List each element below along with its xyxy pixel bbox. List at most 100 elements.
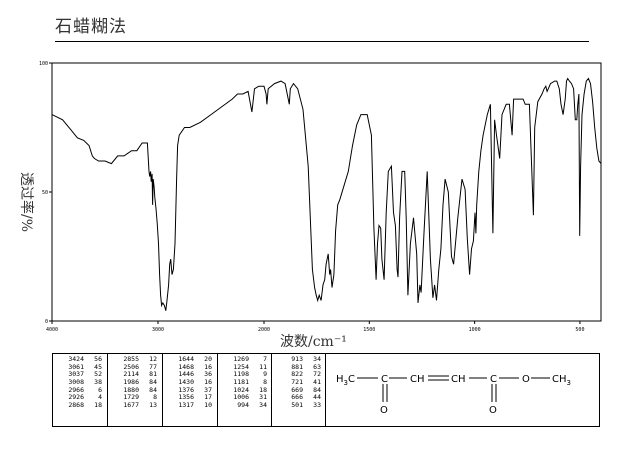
peak-transmittance: 13 bbox=[149, 401, 157, 410]
atom-c2: C bbox=[381, 374, 388, 385]
peak-row: 3037 52 bbox=[53, 371, 107, 379]
x-tick-label: 500 bbox=[575, 327, 584, 333]
table-divider bbox=[162, 354, 163, 426]
peak-row: 994 34 bbox=[218, 401, 272, 410]
peak-transmittance: 12 bbox=[149, 355, 157, 363]
peak-row: 2506 77 bbox=[108, 362, 162, 372]
peak-row: 721 41 bbox=[272, 378, 326, 387]
y-tick-label: 50 bbox=[42, 190, 48, 196]
peak-row: 2114 81 bbox=[108, 371, 162, 379]
peak-transmittance: 52 bbox=[94, 370, 102, 379]
table-divider bbox=[217, 354, 218, 426]
y-axis-label-text: 透过率/% bbox=[18, 172, 35, 232]
atom-o2: O bbox=[489, 405, 497, 416]
peak-transmittance: 45 bbox=[94, 362, 102, 371]
peak-transmittance: 38 bbox=[94, 378, 102, 387]
peak-row: 822 72 bbox=[272, 371, 326, 379]
plot-frame bbox=[51, 62, 602, 322]
peak-row: 1880 84 bbox=[108, 385, 162, 395]
peak-transmittance: 84 bbox=[149, 385, 157, 394]
x-tick-label: 4000 bbox=[46, 327, 58, 333]
peak-wavenumber: 1024 bbox=[233, 385, 249, 394]
peak-transmittance: 77 bbox=[149, 362, 157, 371]
peak-transmittance: 18 bbox=[94, 401, 102, 410]
peak-row: 1376 37 bbox=[163, 385, 217, 395]
peak-wavenumber: 1880 bbox=[123, 385, 139, 394]
peak-transmittance: 8 bbox=[263, 378, 267, 387]
y-tick-label: 0 bbox=[45, 319, 48, 325]
peak-row: 1430 16 bbox=[163, 378, 217, 387]
peak-transmittance: 33 bbox=[313, 401, 321, 410]
peak-row: 1254 11 bbox=[218, 362, 272, 372]
peak-transmittance: 56 bbox=[94, 355, 102, 363]
peak-transmittance: 16 bbox=[204, 362, 212, 371]
title-rule bbox=[55, 41, 589, 42]
peak-wavenumber: 2926 bbox=[68, 393, 84, 402]
peak-row: 1181 8 bbox=[218, 378, 272, 387]
x-tick-label: 2000 bbox=[258, 327, 270, 333]
peak-transmittance: 31 bbox=[259, 393, 267, 402]
peak-column: 3424 56 3061 45 3037 52 3008 38 2966 6 2926 4 2868 18 bbox=[53, 355, 107, 426]
peak-wavenumber: 2506 bbox=[123, 362, 139, 371]
peak-row: 2926 4 bbox=[53, 394, 107, 402]
peak-transmittance: 63 bbox=[313, 362, 321, 371]
peak-wavenumber: 1356 bbox=[178, 393, 194, 402]
peak-wavenumber: 1468 bbox=[178, 362, 194, 371]
peak-wavenumber: 669 bbox=[291, 385, 303, 394]
peak-column: 2855 12 2506 77 2114 81 1986 84 1880 84 1729 8 1677 1… bbox=[108, 355, 162, 426]
atom-h3c: H3C bbox=[336, 374, 355, 387]
peak-transmittance: 18 bbox=[259, 385, 267, 394]
atom-c5: C bbox=[490, 374, 497, 385]
atom-ch-b: CH bbox=[451, 374, 466, 385]
peak-row: 1356 17 bbox=[163, 394, 217, 402]
peak-wavenumber: 913 bbox=[291, 355, 303, 363]
peak-row: 3424 56 bbox=[53, 355, 107, 364]
peak-wavenumber: 1254 bbox=[233, 362, 249, 371]
atom-o-ester: O bbox=[522, 374, 530, 385]
peak-transmittance: 7 bbox=[263, 355, 267, 363]
peak-transmittance: 44 bbox=[313, 393, 321, 402]
peak-transmittance: 72 bbox=[313, 370, 321, 379]
peak-row: 2868 18 bbox=[53, 401, 107, 410]
peak-table: 3424 56 3061 45 3037 52 3008 38 2966 6 2926 4 2868 18… bbox=[52, 353, 326, 427]
x-axis-label: 波数/cm⁻¹ bbox=[280, 334, 347, 350]
peak-transmittance: 36 bbox=[204, 370, 212, 379]
peak-wavenumber: 1986 bbox=[123, 378, 139, 387]
peak-row: 3061 45 bbox=[53, 362, 107, 372]
peak-row: 1986 84 bbox=[108, 378, 162, 387]
peak-wavenumber: 1376 bbox=[178, 385, 194, 394]
peak-column: 1269 7 1254 11 1198 9 1181 8 1024 18 1006 31 994 34 bbox=[218, 355, 272, 426]
peak-row: 1317 10 bbox=[163, 401, 217, 410]
peak-transmittance: 34 bbox=[259, 401, 267, 410]
peak-transmittance: 41 bbox=[313, 378, 321, 387]
peak-wavenumber: 1198 bbox=[233, 370, 249, 379]
peak-transmittance: 84 bbox=[313, 385, 321, 394]
x-tick-label: 3000 bbox=[152, 327, 164, 333]
peak-row: 2855 12 bbox=[108, 355, 162, 364]
peak-transmittance: 34 bbox=[313, 355, 321, 363]
peak-wavenumber: 3008 bbox=[68, 378, 84, 387]
peak-row: 3008 38 bbox=[53, 378, 107, 387]
peak-wavenumber: 1677 bbox=[123, 401, 139, 410]
peak-column: 913 34 881 63 822 72 721 41 669 84 666 44 501 33 bbox=[272, 355, 326, 426]
table-divider bbox=[107, 354, 108, 426]
spectrum-line bbox=[51, 77, 602, 311]
peak-row: 1006 31 bbox=[218, 394, 272, 402]
peak-transmittance: 11 bbox=[259, 362, 267, 371]
peak-wavenumber: 1006 bbox=[233, 393, 249, 402]
peak-transmittance: 20 bbox=[204, 355, 212, 363]
peak-row: 913 34 bbox=[272, 355, 326, 364]
peak-transmittance: 4 bbox=[98, 393, 102, 402]
atom-o1: O bbox=[380, 405, 388, 416]
peak-row: 2966 6 bbox=[53, 386, 107, 395]
peak-wavenumber: 994 bbox=[237, 401, 249, 410]
peak-transmittance: 8 bbox=[153, 393, 157, 402]
atom-ch-a: CH bbox=[410, 374, 425, 385]
peak-row: 1677 13 bbox=[108, 401, 162, 410]
peak-row: 1468 16 bbox=[163, 362, 217, 372]
peak-transmittance: 81 bbox=[149, 370, 157, 379]
peak-wavenumber: 2868 bbox=[68, 401, 84, 410]
structure-box bbox=[326, 353, 600, 427]
peak-column: 1644 20 1468 16 1446 36 1430 16 1376 37 1356 17 1317… bbox=[163, 355, 217, 426]
